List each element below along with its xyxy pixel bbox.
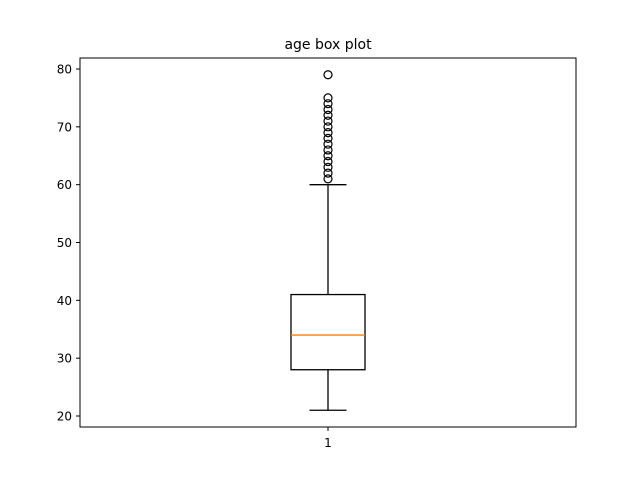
outlier-point [323, 139, 333, 149]
chart-title: age box plot [284, 37, 372, 53]
outlier-point [323, 104, 333, 115]
outlier-point [323, 128, 333, 138]
y-tick-label: 20 [57, 410, 72, 424]
plot-area [290, 70, 366, 411]
outlier-point [323, 70, 333, 80]
outlier-point [323, 174, 333, 184]
outlier-point [323, 145, 333, 155]
outlier-point [323, 133, 333, 143]
y-tick-label: 60 [57, 178, 72, 192]
outlier-point [323, 110, 333, 120]
outlier-point [323, 156, 333, 167]
outlier-point [323, 122, 333, 132]
outlier-point [323, 168, 333, 178]
y-tick-label: 70 [57, 120, 72, 134]
x-tick-label: 1 [324, 436, 332, 450]
y-tick-label: 40 [57, 294, 72, 308]
y-tick-label: 80 [57, 62, 72, 76]
outlier-point [323, 162, 333, 172]
y-tick-label: 30 [57, 352, 72, 366]
outlier-point [323, 151, 333, 161]
y-tick-label: 50 [57, 236, 72, 250]
outlier-point [323, 116, 333, 126]
outlier-point [323, 99, 333, 109]
iqr-box [290, 293, 366, 371]
outlier-point [323, 93, 333, 103]
